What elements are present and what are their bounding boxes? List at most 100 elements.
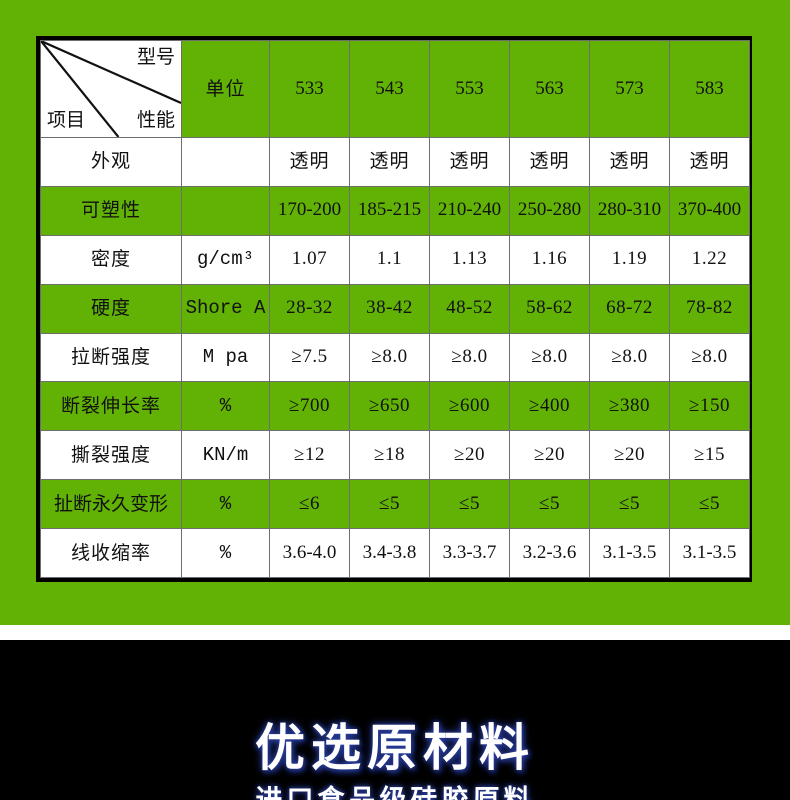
cell-value: ≤5 [589,479,670,529]
cell-value: ≥400 [509,381,590,432]
green-spec-panel: 型号 性能 项目 单位 533 543 553 563 573 583 外观 透明… [0,0,790,625]
cell-value: 280-310 [589,185,670,236]
cell-value: ≥8.0 [509,332,590,383]
model-header-1: 543 [349,40,430,138]
table-row: 密度 g/cm³ 1.07 1.1 1.13 1.16 1.19 1.22 [40,234,750,285]
cell-value: ≥20 [509,430,590,481]
cell-value: ≥15 [669,430,750,481]
cell-value: ≥150 [669,381,750,432]
corner-label-project: 项目 [47,109,86,132]
cell-value: 透明 [669,137,750,187]
cell-value: ≥8.0 [349,332,430,383]
unit-column-header: 单位 [181,40,270,138]
row-item-label: 外观 [40,137,182,187]
model-header-4: 573 [589,40,670,138]
row-unit-label: KN/m [181,430,270,481]
cell-value: 1.1 [349,234,430,285]
cell-value: 透明 [349,137,430,187]
table-row: 撕裂强度 KN/m ≥12 ≥18 ≥20 ≥20 ≥20 ≥15 [40,430,750,481]
cell-value: ≥8.0 [669,332,750,383]
cell-value: ≥7.5 [269,332,350,383]
table-row: 断裂伸长率% ≥700 ≥650 ≥600 ≥400 ≥380 ≥150 [40,381,750,432]
cell-value: ≤6 [269,479,350,529]
cell-value: ≥700 [269,381,350,432]
table-header-row: 型号 性能 项目 单位 533 543 553 563 573 583 [40,40,750,138]
row-item-label: 密度 [40,234,182,285]
cell-value: 3.1-3.5 [589,528,670,578]
table-row: 可塑性 170-200 185-215 210-240 250-280 280-310 37… [40,185,750,236]
cell-value: ≤5 [429,479,510,529]
row-item-label: 线收缩率 [40,528,182,578]
cell-value: 1.22 [669,234,750,285]
row-unit-label: % [181,479,270,529]
cell-value: 3.2-3.6 [509,528,590,578]
cell-value: 3.1-3.5 [669,528,750,578]
promo-headline: 优选原材料 [255,719,535,777]
cell-value: 38-42 [349,283,430,334]
model-header-2: 553 [429,40,510,138]
row-unit-label: % [181,528,270,578]
cell-value: 170-200 [269,185,350,236]
cell-value: ≥8.0 [589,332,670,383]
cell-value: 1.19 [589,234,670,285]
cell-value: 28-32 [269,283,350,334]
model-header-5: 583 [669,40,750,138]
cell-value: 1.16 [509,234,590,285]
promo-subline: 进口食品级硅胶原料 [0,778,790,800]
table-row: 硬度 Shore A 28-32 38-42 48-52 58-62 68-72 78-82 [40,283,750,334]
row-unit-label: Shore A [181,283,270,334]
cell-value: 78-82 [669,283,750,334]
cell-value: 透明 [589,137,670,187]
cell-value: 210-240 [429,185,510,236]
cell-value: ≥650 [349,381,430,432]
cell-value: ≥380 [589,381,670,432]
cell-value: ≥12 [269,430,350,481]
row-item-label: 扯断永久变形 [40,479,182,529]
row-unit-label: g/cm³ [181,234,270,285]
table-row: 外观 透明 透明 透明 透明 透明 透明 [40,137,750,187]
cell-value: 透明 [429,137,510,187]
table-row: 拉断强度 M pa ≥7.5 ≥8.0 ≥8.0 ≥8.0 ≥8.0 ≥8.0 [40,332,750,383]
cell-value: ≥8.0 [429,332,510,383]
row-item-label: 可塑性 [40,185,182,236]
section-divider [0,625,790,640]
promo-banner: 优选原材料 进口食品级硅胶原料 [0,640,790,800]
cell-value: 48-52 [429,283,510,334]
cell-value: 3.3-3.7 [429,528,510,578]
cell-value: ≤5 [669,479,750,529]
cell-value: ≥18 [349,430,430,481]
cell-value: 250-280 [509,185,590,236]
row-unit-label: M pa [181,332,270,383]
corner-label-property: 性能 [136,109,175,132]
table-row: 扯断永久变形% ≤6 ≤5 ≤5 ≤5 ≤5 ≤5 [40,479,750,529]
cell-value: 3.6-4.0 [269,528,350,578]
cell-value: ≥20 [589,430,670,481]
spec-table-container: 型号 性能 项目 单位 533 543 553 563 573 583 外观 透明… [36,36,752,582]
cell-value: ≤5 [509,479,590,529]
model-header-0: 533 [269,40,350,138]
specification-table: 型号 性能 项目 单位 533 543 553 563 573 583 外观 透明… [40,40,750,578]
corner-label-model: 型号 [136,46,175,68]
row-item-label: 拉断强度 [40,332,182,383]
row-item-label: 断裂伸长率 [40,381,182,432]
row-item-label: 硬度 [40,283,182,334]
cell-value: 58-62 [509,283,590,334]
diagonal-split-lines-icon [41,41,181,137]
corner-split-header-cell: 型号 性能 项目 [40,40,182,138]
cell-value: ≤5 [349,479,430,529]
row-item-label: 撕裂强度 [40,430,182,481]
cell-value: 1.13 [429,234,510,285]
cell-value: 透明 [509,137,590,187]
cell-value: 68-72 [589,283,670,334]
cell-value: 3.4-3.8 [349,528,430,578]
row-unit-label [181,137,270,187]
cell-value: ≥20 [429,430,510,481]
cell-value: 185-215 [349,185,430,236]
model-header-3: 563 [509,40,590,138]
row-unit-label [181,185,270,236]
table-row: 线收缩率% 3.6-4.0 3.4-3.8 3.3-3.7 3.2-3.6 3.1-3.5… [40,528,750,578]
cell-value: 370-400 [669,185,750,236]
cell-value: 1.07 [269,234,350,285]
row-unit-label: % [181,381,270,432]
